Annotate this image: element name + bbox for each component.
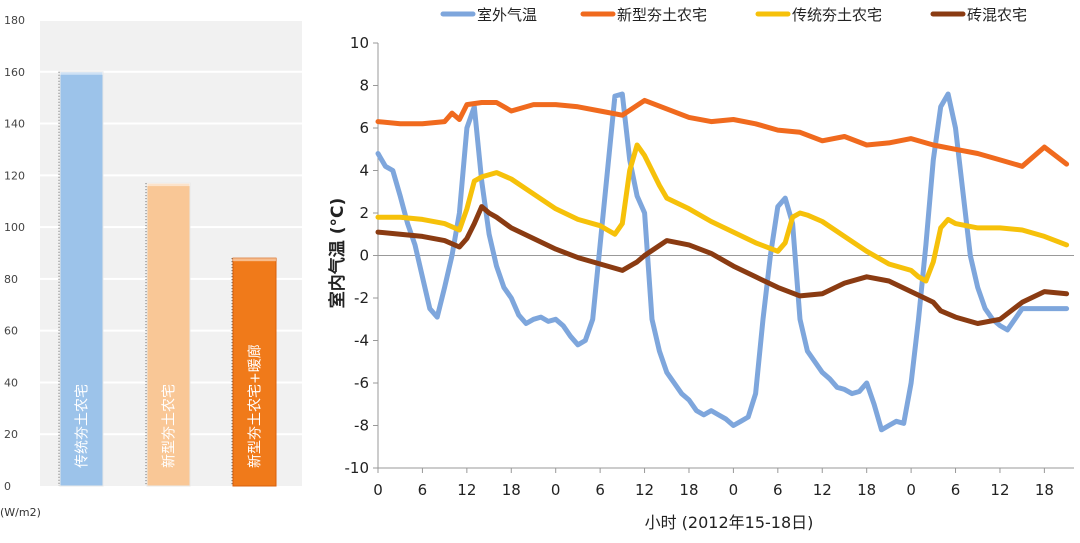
- y-tick-label: 0: [359, 247, 369, 265]
- series-line-1: [375, 91, 1070, 433]
- x-tick-label: 12: [813, 481, 832, 499]
- bar-y-tick-label: 80: [4, 273, 18, 286]
- bar-top-highlight: [233, 258, 276, 262]
- temperature-line-chart: 室外气温 新型夯土农宅 传统夯土农宅 砖混农宅 -10 -8 -6 -4 -2 0 2 4 6 8 10 0…: [327, 6, 1074, 532]
- x-tick-label: 6: [418, 481, 428, 499]
- legend-label: 传统夯土农宅: [792, 6, 882, 24]
- x-tick-label: 12: [457, 481, 476, 499]
- y-tick-label: 6: [359, 119, 369, 137]
- bar-top-highlight: [60, 71, 103, 75]
- bar-y-tick-label: 60: [4, 325, 18, 338]
- bar-y-tick-label: 160: [4, 66, 25, 79]
- bar-y-tick-label: 40: [4, 376, 18, 389]
- energy-bar-chart: 0 20 40 60 80 100 120 140 160 180 传统夯土农宅 新型夯土农宅 新型夯…: [0, 14, 302, 519]
- bar-y-tick-label: 100: [4, 221, 25, 234]
- legend-label: 室外气温: [477, 6, 537, 24]
- y-tick-label: 8: [359, 77, 369, 95]
- x-tick-label: 6: [773, 481, 783, 499]
- x-tick-label: 0: [551, 481, 561, 499]
- bar-unit-label: (W/m2): [0, 506, 41, 519]
- legend-label: 砖混农宅: [967, 6, 1027, 24]
- series-line-2: [375, 97, 1070, 169]
- y-tick-label: -4: [354, 332, 369, 350]
- x-tick-label: 18: [502, 481, 521, 499]
- bar-category-label: 新型夯土农宅+暖廊: [247, 344, 264, 468]
- bar-y-tick-label: 0: [4, 480, 11, 493]
- bar-2: [146, 182, 191, 487]
- x-tick-label: 0: [373, 481, 383, 499]
- series-line-3: [375, 142, 1070, 284]
- y-tick-label: 2: [359, 204, 369, 222]
- bar-3: [232, 257, 277, 487]
- x-tick-label: 12: [635, 481, 654, 499]
- x-tick-label: 6: [595, 481, 605, 499]
- y-tick-label: 10: [350, 34, 369, 52]
- temperature-line-chart-panel: 室外气温 新型夯土农宅 传统夯土农宅 砖混农宅 -10 -8 -6 -4 -2 0 2 4 6 8 10 0…: [313, 0, 1080, 539]
- energy-bar-chart-panel: 0 20 40 60 80 100 120 140 160 180 传统夯土农宅 新型夯土农宅 新型夯…: [0, 0, 305, 539]
- series-line-4: [375, 204, 1070, 326]
- bar-y-tick-label: 120: [4, 169, 25, 182]
- x-tick-label: 18: [857, 481, 876, 499]
- y-tick-label: 4: [359, 162, 369, 180]
- x-tick-label: 12: [990, 481, 1009, 499]
- x-tick-label: 0: [729, 481, 739, 499]
- y-axis-title: 室内气温 (°C): [327, 198, 348, 308]
- bar-y-tick-label: 20: [4, 428, 18, 441]
- x-tick-label: 0: [906, 481, 916, 499]
- bar-y-tick-label: 140: [4, 118, 25, 131]
- bar-category-label: 传统夯土农宅: [75, 384, 91, 468]
- x-axis-title: 小时 (2012年15-18日): [645, 513, 814, 532]
- x-tick-label: 6: [951, 481, 961, 499]
- bar-category-label: 新型夯土农宅: [162, 384, 178, 468]
- y-tick-label: -10: [345, 459, 370, 477]
- bar-y-tick-label: 180: [4, 14, 25, 27]
- y-tick-label: -8: [354, 417, 369, 435]
- bar-top-highlight: [147, 183, 190, 187]
- legend-label: 新型夯土农宅: [617, 6, 707, 24]
- x-tick-label: 18: [1035, 481, 1054, 499]
- y-tick-label: -2: [354, 289, 369, 307]
- x-tick-label: 18: [679, 481, 698, 499]
- bar-1: [59, 71, 104, 487]
- y-tick-label: -6: [354, 374, 369, 392]
